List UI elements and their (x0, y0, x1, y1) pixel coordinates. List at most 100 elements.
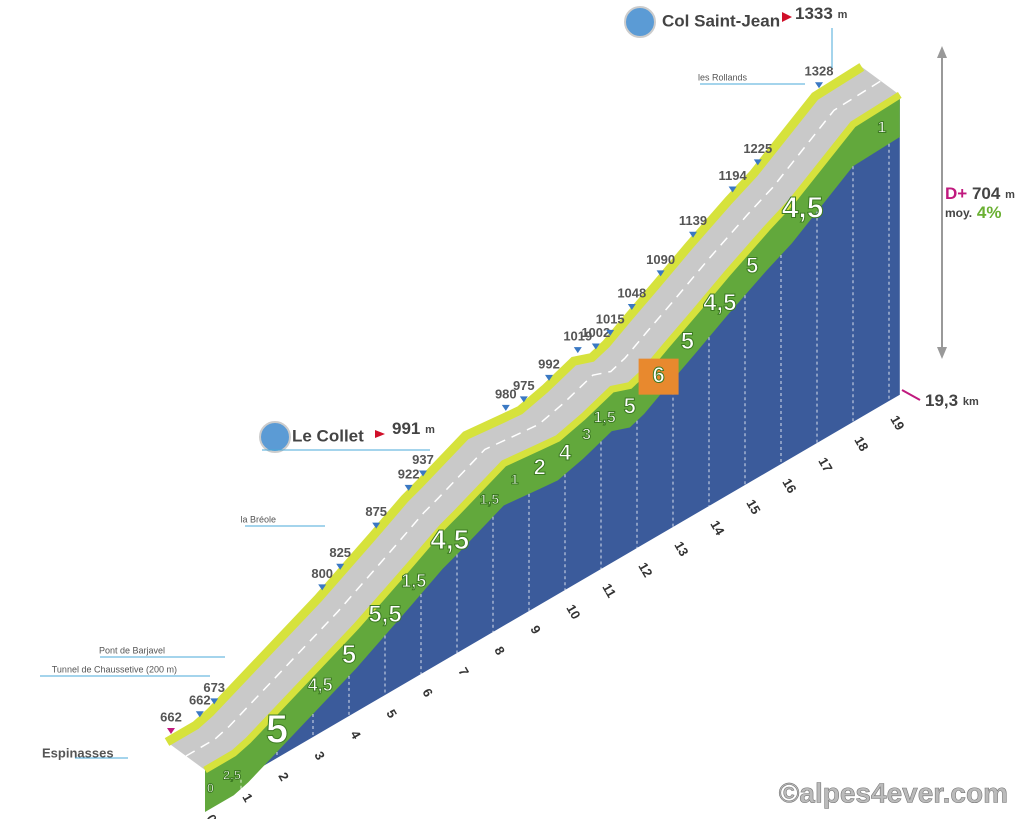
gradient-band (205, 94, 900, 812)
km-label: 9 (527, 623, 544, 637)
altitude-marker (753, 159, 762, 166)
gradient-label: 1,5 (593, 409, 615, 426)
flag (782, 12, 792, 22)
altitude-marker (728, 186, 737, 193)
altitude-label: 1139 (679, 213, 707, 228)
distance-tick (901, 389, 921, 401)
km-label: 7 (455, 665, 472, 679)
altitude-marker (404, 484, 413, 491)
altitude-marker (210, 698, 219, 705)
altitude-marker (501, 404, 510, 411)
elevation-gain: D+ 704 m (945, 184, 1015, 203)
summit-icon (624, 6, 656, 38)
gradient-label: 5 (624, 393, 636, 418)
distance: 19,3 km (925, 391, 979, 410)
road-edge (164, 63, 865, 746)
altitude-label: 1090 (646, 252, 675, 267)
col-altitude: 991 m (392, 419, 435, 438)
gradient-label: 3 (582, 427, 591, 444)
km-label: 16 (779, 476, 799, 496)
place-label: les Rollands (698, 72, 748, 82)
altitude-marker (372, 522, 381, 529)
altitude-label: 1194 (718, 168, 747, 183)
altitude-marker (336, 563, 345, 570)
km-label: 8 (491, 644, 508, 658)
centre-line (185, 80, 882, 757)
altitude-marker (318, 584, 327, 591)
gradient-label: 6 (652, 362, 664, 387)
average-gradient: moy. 4% (945, 203, 1001, 222)
altitude-marker (627, 304, 636, 311)
altitude-marker (606, 329, 615, 336)
gradient-label: 4,5 (703, 290, 736, 317)
gradient-label: 2 (534, 455, 546, 480)
gradient-label: 5 (746, 253, 758, 278)
altitude-label: 673 (203, 680, 225, 695)
altitude-label: 1328 (805, 64, 834, 79)
km-label: 1 (239, 791, 256, 805)
altitude-label: 1002 (581, 325, 610, 340)
km-label: 17 (815, 455, 835, 475)
altitude-label: 937 (412, 452, 434, 467)
altitude-marker (167, 728, 175, 734)
arrow-head (937, 46, 947, 58)
altitude-label: 992 (538, 356, 560, 371)
km-label: 12 (635, 560, 655, 580)
gradient-label: 1,5 (480, 491, 500, 507)
altitude-marker (815, 82, 823, 89)
gradient-label: 4 (559, 440, 572, 465)
gradient-label: 5 (681, 328, 694, 355)
altitude-marker (689, 231, 697, 238)
col-name: Le Collet (292, 426, 364, 445)
km-label: 15 (743, 497, 763, 517)
altitude-label: 875 (365, 504, 387, 519)
km-label: 19 (887, 413, 907, 433)
place-label: Tunnel de Chaussetive (200 m) (52, 664, 177, 674)
altitude-marker (591, 343, 600, 350)
steep-block (638, 358, 679, 395)
credit: ©alpes4ever.com (779, 777, 1008, 808)
altitude-label: 662 (189, 693, 211, 708)
km-label: 10 (563, 602, 583, 622)
gradient-label: 1 (511, 471, 519, 487)
place-label: la Bréole (240, 514, 276, 524)
summit-altitude: 1333 m (795, 4, 848, 23)
km-label: 11 (599, 581, 619, 600)
km-label: 18 (851, 434, 871, 454)
km-label: 6 (419, 686, 436, 700)
gradient-label: 4,5 (782, 192, 824, 225)
altitude-marker (519, 396, 528, 403)
gradient-label: 5 (266, 708, 288, 752)
altitude-marker (545, 374, 553, 381)
km-label: 4 (347, 728, 364, 742)
flag (375, 430, 385, 438)
km-label: 13 (671, 539, 691, 559)
km-label: 0 (203, 812, 220, 819)
altitude-label: 1048 (617, 285, 646, 300)
road (167, 66, 900, 770)
start-name: Espinasses (42, 745, 114, 760)
altitude-label: 800 (311, 566, 333, 581)
altitude-label: 825 (329, 545, 351, 560)
altitude-label: 1225 (743, 141, 772, 156)
altitude-marker (656, 270, 665, 277)
gradient-label: 4,5 (430, 524, 469, 555)
summit-name: Col Saint-Jean (662, 11, 780, 30)
altitude-marker (573, 347, 582, 354)
altitude-label: 975 (513, 378, 535, 393)
altitude-label: 1019 (563, 329, 592, 344)
gradient-label: 5,5 (368, 601, 401, 628)
km-label: 3 (311, 749, 328, 763)
gradient-label: 0 (207, 780, 214, 795)
altitude-label: 662 (160, 709, 182, 724)
gradient-label: 1,5 (401, 571, 426, 591)
profile: 01234567891011121314151617181902,554,555… (160, 63, 908, 819)
gradient-label: 1 (877, 119, 886, 136)
altitude-label: 1015 (596, 311, 625, 326)
km-label: 5 (383, 707, 400, 721)
arrow-head (937, 347, 947, 359)
place-label: Pont de Barjavel (99, 645, 165, 655)
gradient-label: 4,5 (308, 675, 333, 695)
altitude-label: 922 (398, 466, 420, 481)
